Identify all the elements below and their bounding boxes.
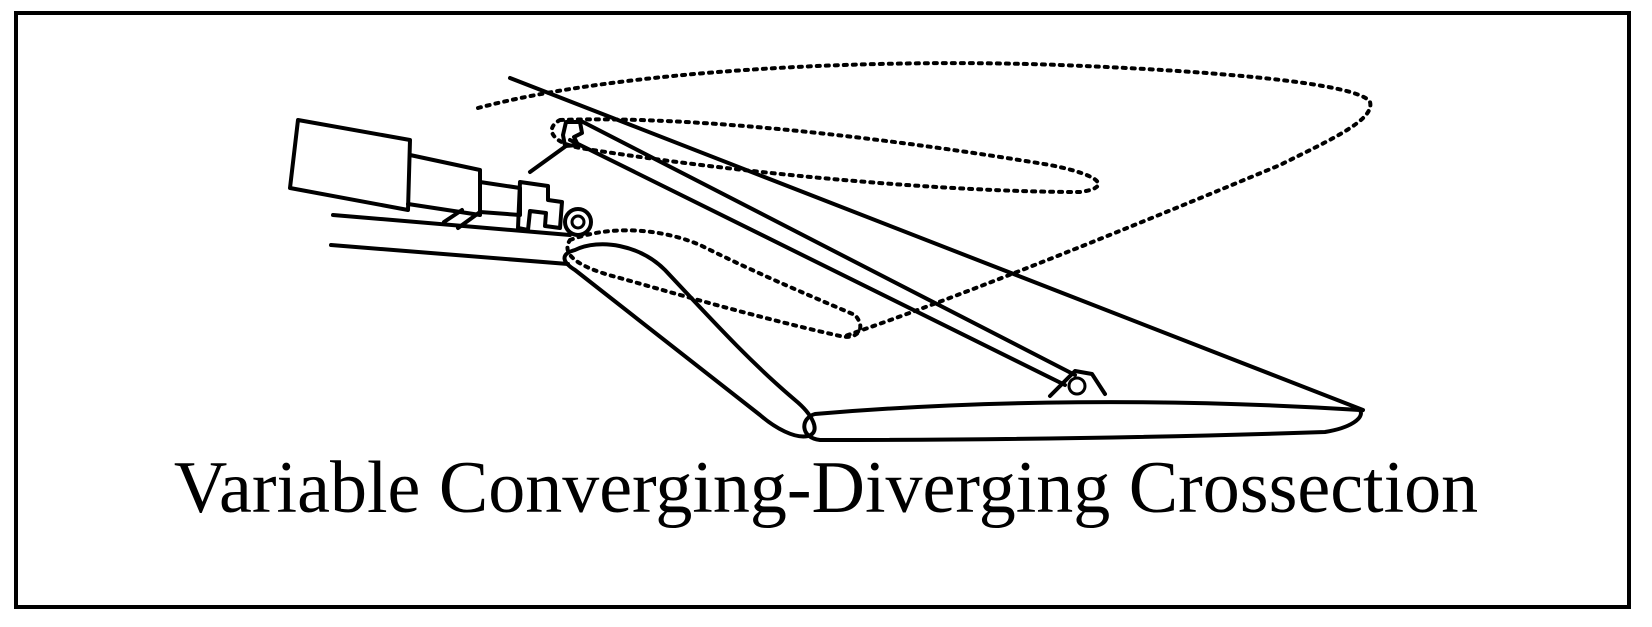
pivot-ring-outer: [563, 207, 593, 237]
duct-strut-a: [442, 208, 464, 224]
diagram-frame: [14, 11, 1631, 609]
actuator-clevis: [516, 180, 564, 232]
actuator-rod: [478, 180, 522, 217]
actuator-rod-housing: [406, 153, 482, 217]
pivot-ring-inner: [570, 214, 586, 230]
alternate-position-outlines: [476, 61, 1373, 339]
duct-lower-line: [329, 243, 570, 266]
divergent-flap-solid: [802, 400, 1363, 442]
actuator-upper-link: [528, 144, 568, 174]
diagram-caption: Variable Converging-Diverging Crossectio…: [173, 447, 1479, 529]
lower-hinge: [1048, 369, 1107, 398]
duct-upper-line: [331, 213, 572, 237]
link-rod: [568, 120, 1077, 387]
duct-strut-b: [456, 210, 482, 230]
upper-pivot-bracket: [561, 120, 584, 148]
lower-flap-alt-outline: [565, 228, 863, 339]
lower-hinge-pin: [1067, 376, 1087, 396]
outer-flap-alt-outline: [476, 61, 1373, 338]
actuator-body: [288, 118, 412, 212]
outer-flap-edge: [508, 76, 1365, 412]
upper-flap-alt-outline: [549, 117, 1101, 194]
